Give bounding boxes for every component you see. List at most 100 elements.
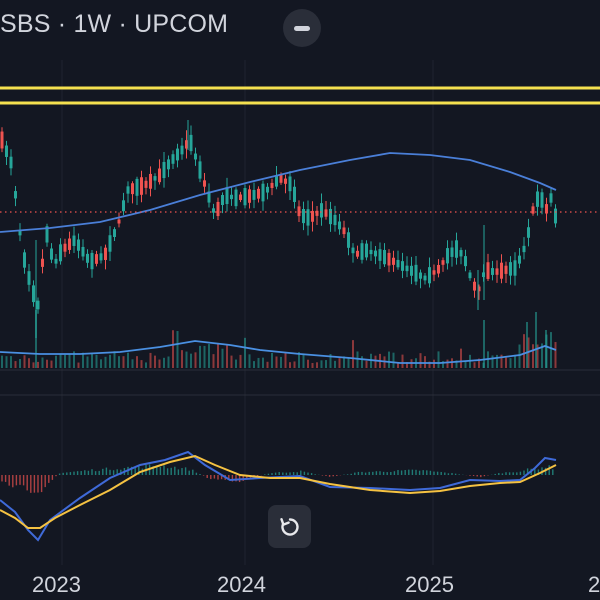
candle xyxy=(104,247,107,260)
macd-histogram-bar xyxy=(116,469,118,475)
volume-bar xyxy=(230,355,233,368)
macd-histogram-bar xyxy=(361,471,363,475)
candle xyxy=(306,209,310,226)
macd-histogram-bar xyxy=(440,471,442,475)
volume-bar xyxy=(374,355,377,368)
candle xyxy=(284,178,287,184)
macd-histogram-bar xyxy=(195,472,198,475)
volume-bar xyxy=(46,359,48,368)
candle xyxy=(41,258,44,267)
macd-histogram-bar xyxy=(66,472,68,475)
volume-bar xyxy=(280,356,282,368)
macd-histogram-bar xyxy=(548,465,550,475)
macd-histogram-bar xyxy=(393,471,396,475)
volume-bar xyxy=(343,356,345,368)
candle xyxy=(540,192,544,208)
candle xyxy=(545,204,548,214)
volume-bar xyxy=(163,357,165,368)
candle xyxy=(221,194,224,206)
volume-bar xyxy=(35,310,37,368)
volume-bar xyxy=(523,334,525,368)
candle xyxy=(239,194,242,201)
candle xyxy=(153,176,157,181)
candle xyxy=(180,145,184,155)
volume-bar xyxy=(266,361,269,368)
candle xyxy=(522,245,526,253)
candle xyxy=(248,189,251,203)
collapse-button[interactable] xyxy=(283,9,321,47)
macd-histogram-bar xyxy=(505,472,507,475)
x-tick-label: 2024 xyxy=(217,572,266,597)
x-tick-label: 2023 xyxy=(32,572,81,597)
volume-bar xyxy=(199,345,201,368)
macd-histogram-bar xyxy=(498,473,500,475)
macd-histogram-bar xyxy=(454,473,457,475)
macd-histogram-bar xyxy=(310,473,313,475)
volume-bar xyxy=(491,355,494,368)
candle xyxy=(63,243,67,252)
macd-histogram-bar xyxy=(480,475,482,478)
macd-histogram-bar xyxy=(134,467,136,475)
macd-histogram-bar xyxy=(400,470,403,475)
volume-bar xyxy=(100,359,102,368)
volume-bar xyxy=(428,361,431,368)
macd-histogram-bar xyxy=(256,475,259,477)
volume-bar xyxy=(212,354,215,368)
candle xyxy=(504,265,508,274)
macd-histogram-bar xyxy=(386,472,388,475)
volume-bar xyxy=(41,357,44,368)
volume-bar xyxy=(208,344,210,368)
volume-bar xyxy=(23,355,26,368)
macd-histogram-bar xyxy=(534,467,536,475)
candle xyxy=(468,272,472,279)
macd-histogram-bar xyxy=(206,475,208,478)
volume-bar xyxy=(455,360,458,368)
volume-bar xyxy=(77,362,80,368)
macd-histogram-bar xyxy=(19,475,21,485)
candle xyxy=(9,156,13,169)
volume-bar xyxy=(248,354,251,368)
macd-histogram-bar xyxy=(138,465,140,475)
volume-bar xyxy=(307,359,309,368)
macd-histogram-bar xyxy=(274,472,277,475)
candle xyxy=(329,208,332,225)
macd-histogram-bar xyxy=(202,475,205,476)
volume-bar xyxy=(32,362,35,368)
volume-bar xyxy=(536,344,539,368)
volume-bar xyxy=(478,358,480,368)
candle xyxy=(59,244,62,262)
macd-histogram-bar xyxy=(73,471,75,475)
macd-histogram-bar xyxy=(444,472,446,475)
volume-bar xyxy=(289,362,291,368)
volume-bar xyxy=(217,343,219,368)
volume-bar xyxy=(68,354,71,368)
volume-bar xyxy=(37,361,39,368)
reset-chart-button[interactable] xyxy=(268,505,311,548)
macd-histogram-bar xyxy=(375,471,378,475)
volume-bar xyxy=(406,362,408,368)
candle xyxy=(410,265,413,276)
macd-histogram-bar xyxy=(69,472,72,475)
candle xyxy=(378,249,382,261)
candle xyxy=(500,262,503,279)
macd-histogram-bar xyxy=(364,472,367,475)
candle xyxy=(32,285,35,303)
candle xyxy=(437,264,440,274)
candle xyxy=(338,221,341,230)
candle xyxy=(423,275,427,281)
macd-histogram-bar xyxy=(476,475,478,477)
macd-histogram-bar xyxy=(192,469,194,475)
macd-histogram-bar xyxy=(501,473,504,475)
candle xyxy=(72,235,76,246)
volume-bar xyxy=(131,359,134,368)
symbol-title[interactable]: SBS · 1W · UPCOM xyxy=(0,10,229,38)
macd-histogram-bar xyxy=(98,470,100,475)
candle xyxy=(527,227,530,238)
candle xyxy=(414,264,418,282)
macd-histogram-bar xyxy=(469,475,471,476)
volume-bar xyxy=(55,355,57,368)
macd-histogram-bar xyxy=(163,465,165,475)
macd-histogram-bar xyxy=(325,475,327,476)
candle xyxy=(18,230,22,236)
